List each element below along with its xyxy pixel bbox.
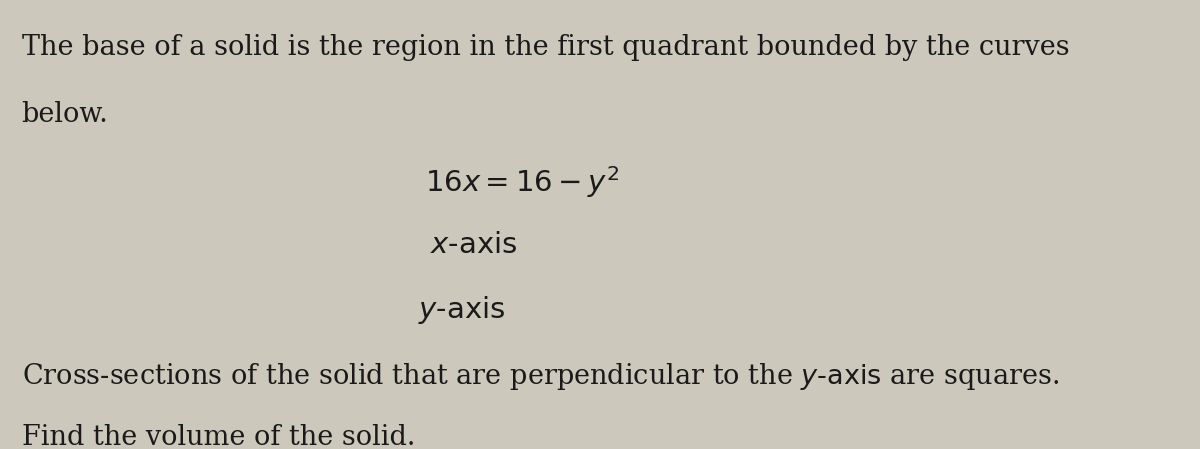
Text: below.: below. [22,101,108,128]
Text: Find the volume of the solid.: Find the volume of the solid. [22,424,415,449]
Text: The base of a solid is the region in the first quadrant bounded by the curves: The base of a solid is the region in the… [22,34,1069,61]
Text: $y\text{-axis}$: $y\text{-axis}$ [419,294,505,326]
Text: $x\text{-axis}$: $x\text{-axis}$ [431,231,517,259]
Text: Cross-sections of the solid that are perpendicular to the $y\text{-axis}$ are sq: Cross-sections of the solid that are per… [22,361,1060,392]
Text: $16x = 16 - y^{2}$: $16x = 16 - y^{2}$ [425,164,619,200]
